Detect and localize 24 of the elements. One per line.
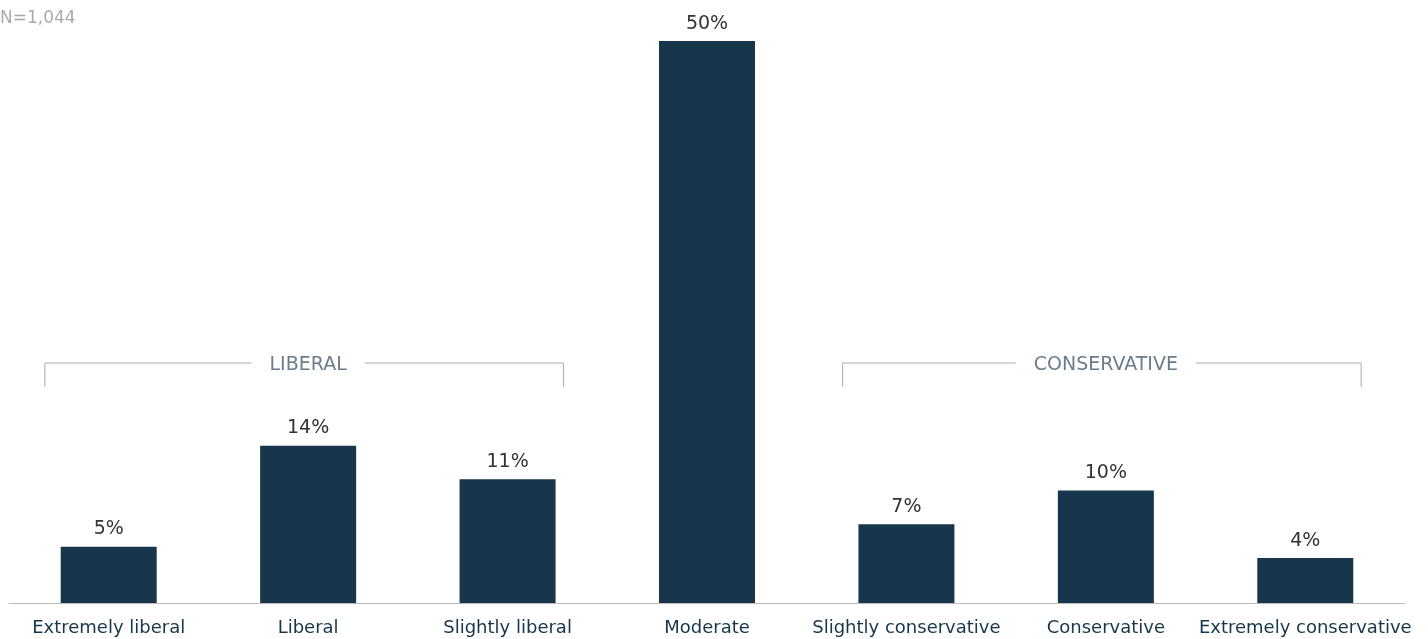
bar [260,445,357,603]
bar [459,479,556,603]
data-label: 10% [1084,460,1127,483]
x-tick-label: Extremely liberal [32,615,186,637]
bar [60,546,157,603]
x-tick-label: Slightly liberal [443,615,572,637]
data-label: 4% [1290,527,1321,550]
bar [858,524,955,603]
data-label: 11% [486,448,529,471]
x-tick-label: Conservative [1046,615,1166,637]
annotation: LIBERAL [269,352,348,375]
data-label: 5% [93,516,124,539]
data-label: 14% [287,415,330,438]
bar [659,41,755,603]
x-tick-label: Liberal [277,615,339,637]
bar [1257,558,1354,603]
data-label: 50% [685,10,729,33]
text: N=1,044 [0,6,76,27]
bar [1057,490,1154,603]
x-tick-label: Extremely conservative [1198,615,1412,637]
x-tick-label: Moderate [664,615,750,637]
x-tick-label: Slightly conservative [812,615,1001,637]
data-label: 7% [891,493,922,516]
annotation: CONSERVATIVE [1033,352,1178,375]
